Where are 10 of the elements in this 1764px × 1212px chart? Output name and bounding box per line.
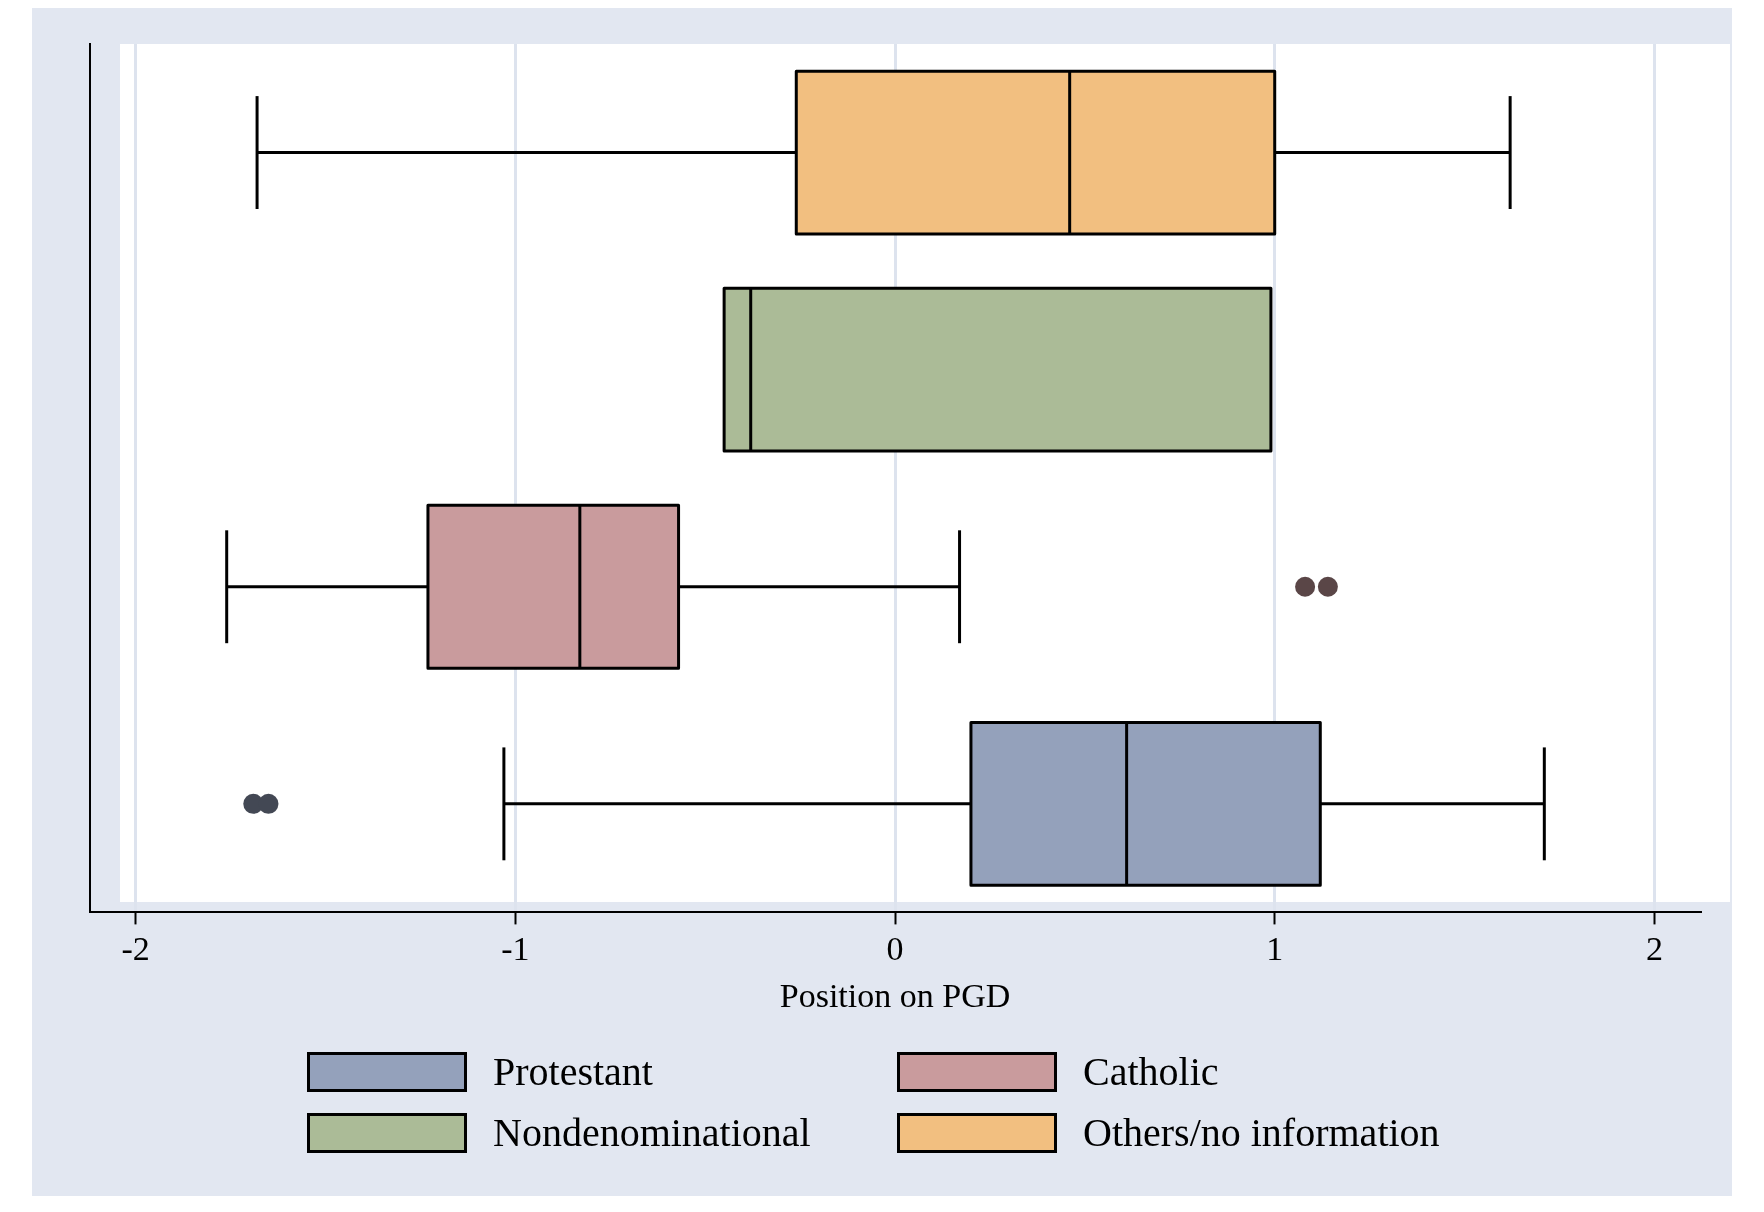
- legend-label: Others/no information: [1083, 1109, 1440, 1156]
- x-tick-label: -1: [501, 929, 530, 967]
- x-axis-title: Position on PGD: [779, 976, 1011, 1014]
- x-tick-label: -2: [121, 929, 150, 967]
- legend-label: Catholic: [1083, 1048, 1219, 1095]
- legend-label: Nondenominational: [493, 1109, 811, 1156]
- legend-label: Protestant: [493, 1048, 653, 1095]
- x-tick-label: 1: [1266, 929, 1284, 967]
- x-tick-label: 2: [1645, 929, 1663, 967]
- x-tick-label: 0: [886, 929, 904, 967]
